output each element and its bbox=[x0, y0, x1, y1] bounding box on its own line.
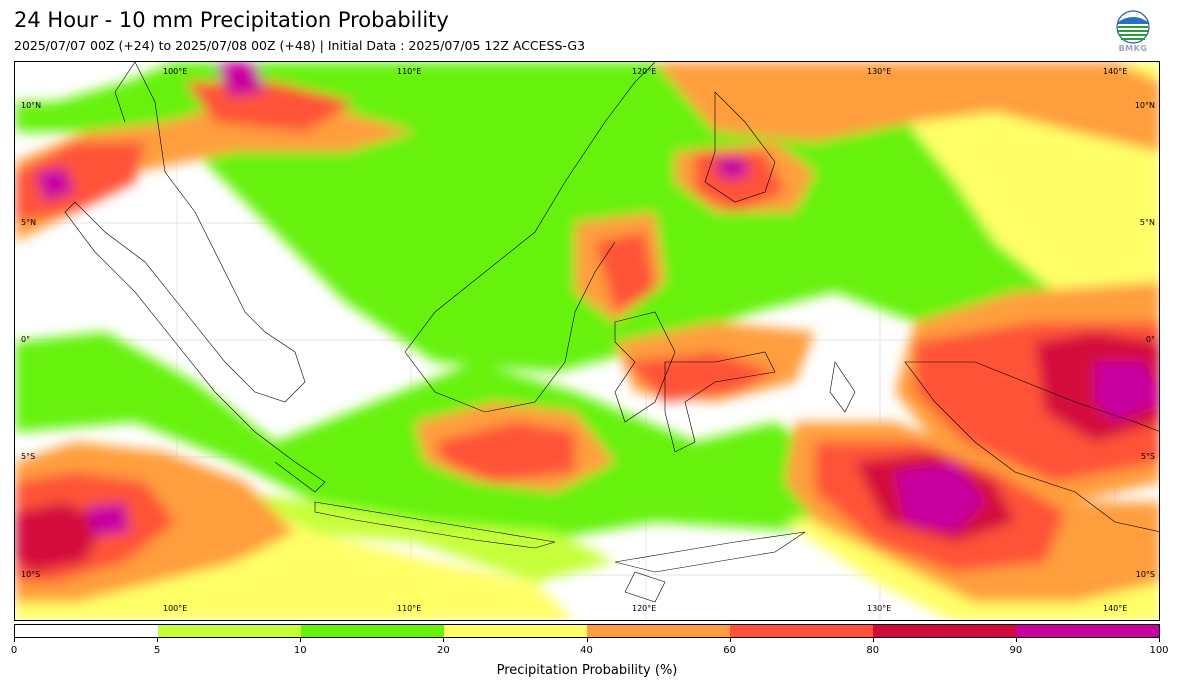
lat-label-left: 5°S bbox=[21, 452, 36, 461]
bmkg-logo-text: BMKG bbox=[1118, 44, 1148, 53]
lat-label-right: 10°N bbox=[1134, 101, 1155, 110]
lon-label-bottom: 100°E bbox=[163, 604, 188, 613]
colorbar-segment bbox=[873, 625, 1016, 637]
colorbar-tick bbox=[1159, 638, 1160, 642]
colorbar-tick-label: 100 bbox=[1149, 645, 1169, 656]
colorbar-tick bbox=[872, 638, 874, 642]
lon-label-top: 110°E bbox=[397, 67, 422, 76]
colorbar-segment bbox=[15, 625, 158, 637]
colorbar-tick bbox=[1015, 638, 1017, 642]
lat-label-left: 5°N bbox=[21, 218, 37, 227]
colorbar-segment bbox=[444, 625, 587, 637]
colorbar-tick bbox=[729, 638, 731, 642]
probability-shading bbox=[15, 62, 1159, 620]
colorbar-segment bbox=[730, 625, 873, 637]
colorbar-segment bbox=[158, 625, 301, 637]
colorbar-segment bbox=[587, 625, 730, 637]
colorbar-tick-label: 0 bbox=[10, 645, 18, 656]
colorbar-tick bbox=[157, 638, 159, 642]
lat-label-left: 10°N bbox=[21, 101, 42, 110]
lat-label-left: 10°S bbox=[21, 570, 41, 579]
colorbar-tick bbox=[300, 638, 302, 642]
coastlines bbox=[64, 62, 1159, 603]
lon-label-top: 130°E bbox=[867, 67, 892, 76]
lon-label-top: 140°E bbox=[1103, 67, 1128, 76]
colorbar-tick-label: 5 bbox=[153, 645, 161, 656]
lat-label-right: 10°S bbox=[1135, 570, 1155, 579]
colorbar bbox=[14, 624, 1160, 638]
map-subtitle: 2025/07/07 00Z (+24) to 2025/07/08 00Z (… bbox=[14, 38, 586, 53]
lon-label-top: 120°E bbox=[632, 67, 657, 76]
lon-label-bottom: 120°E bbox=[632, 604, 657, 613]
colorbar-tick-label: 90 bbox=[1009, 645, 1023, 656]
precipitation-map: 100°E 110°E 120°E 130°E 140°E 100°E 110°… bbox=[14, 61, 1160, 621]
colorbar-segment bbox=[301, 625, 444, 637]
lat-label-right: 5°S bbox=[1140, 452, 1155, 461]
colorbar-segment bbox=[1016, 625, 1159, 637]
lat-label-right: 0° bbox=[1145, 335, 1155, 344]
map-title: 24 Hour - 10 mm Precipitation Probabilit… bbox=[14, 8, 449, 32]
lon-label-bottom: 130°E bbox=[867, 604, 892, 613]
lon-label-bottom: 140°E bbox=[1103, 604, 1128, 613]
lat-label-left: 0° bbox=[21, 335, 31, 344]
colorbar-tick-label: 40 bbox=[580, 645, 593, 656]
lon-label-bottom: 110°E bbox=[397, 604, 422, 613]
colorbar-label: Precipitation Probability (%) bbox=[496, 663, 678, 678]
colorbar-tick-label: 60 bbox=[723, 645, 736, 656]
colorbar-tick-label: 20 bbox=[437, 645, 450, 656]
probability-field bbox=[15, 62, 1159, 620]
colorbar-tick bbox=[14, 638, 15, 642]
colorbar-tick-label: 10 bbox=[293, 645, 307, 656]
lat-label-right: 5°N bbox=[1139, 218, 1155, 227]
bmkg-logo-icon bbox=[1112, 10, 1154, 56]
lon-label-top: 100°E bbox=[163, 67, 188, 76]
colorbar-tick bbox=[586, 638, 588, 642]
colorbar-tick-label: 80 bbox=[866, 645, 880, 656]
colorbar-tick bbox=[443, 638, 445, 642]
